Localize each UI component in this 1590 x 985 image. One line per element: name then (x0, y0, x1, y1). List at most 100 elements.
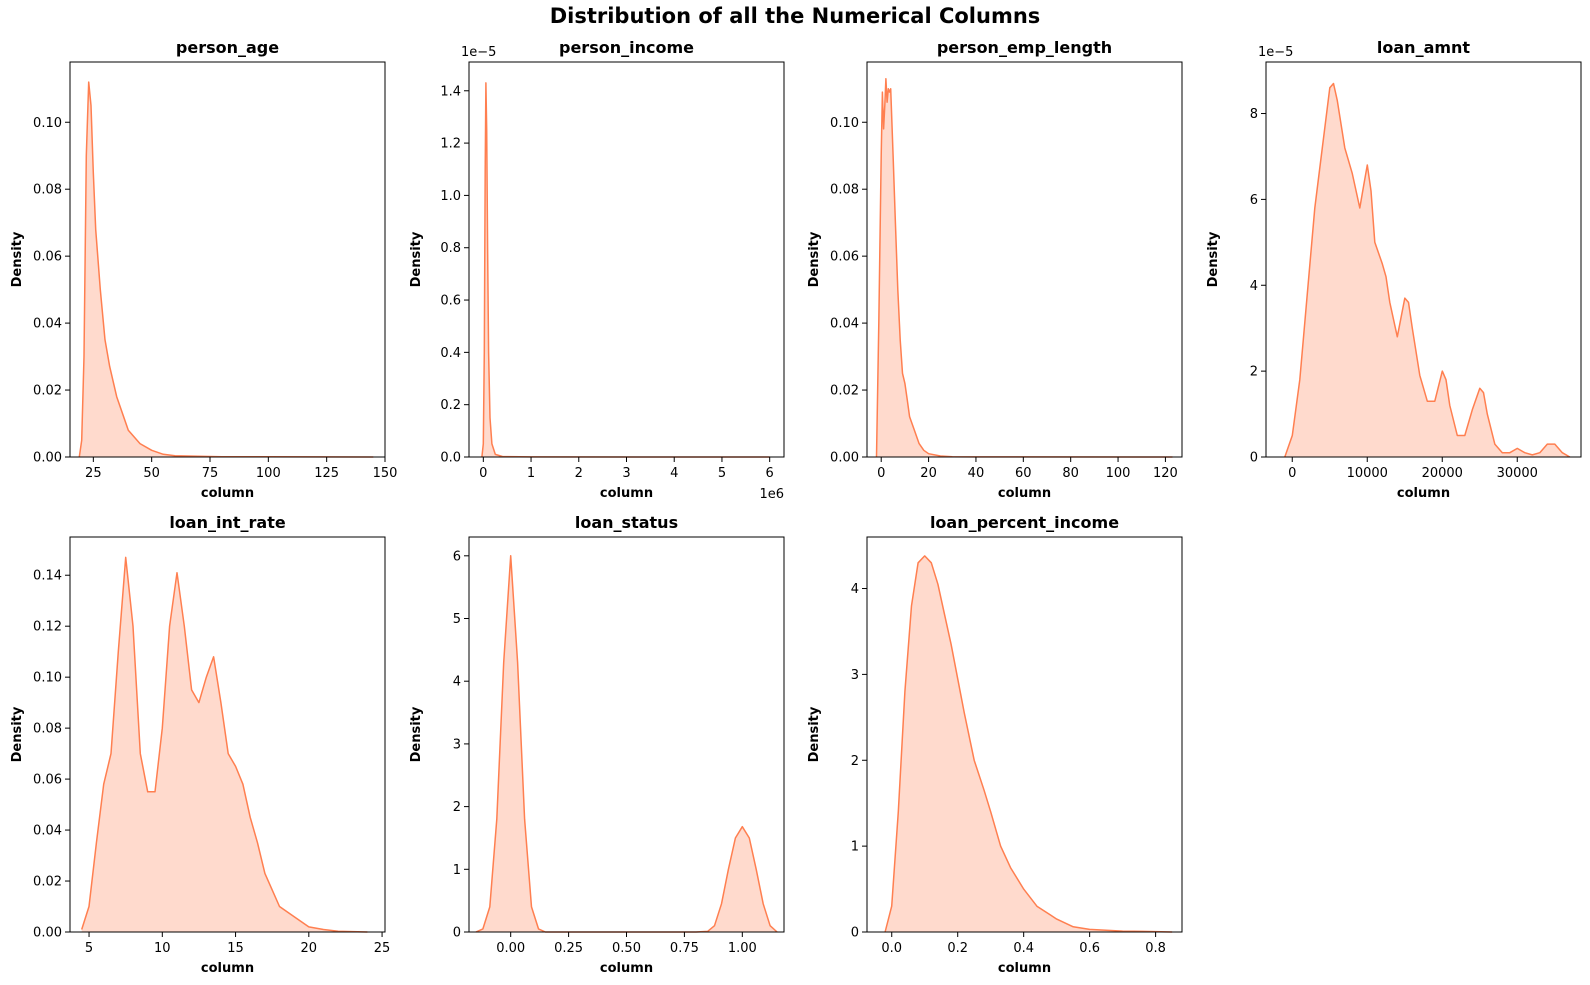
y-offset-label: 1e−5 (1258, 45, 1293, 60)
x-axis-label: column (998, 961, 1051, 976)
y-tick-label: 0.4 (440, 346, 461, 361)
x-tick-label: 0 (1288, 466, 1296, 481)
axes-frame (866, 536, 1183, 933)
chart-panel-loan_amnt: 0 10000 20000 30000 0 2 4 6 8 1e−5 loan_amntcolumn… (1206, 38, 1582, 501)
y-tick-label: 0.08 (33, 722, 62, 737)
x-axis-label: column (201, 961, 254, 976)
y-tick-label: 0.06 (33, 773, 62, 788)
x-tick-label: 25 (374, 941, 391, 956)
y-tick-label: 1.2 (440, 137, 461, 152)
chart-title: person_age (176, 38, 279, 57)
y-tick-label: 2 (851, 754, 859, 769)
y-axis-label: Density (10, 231, 25, 287)
y-tick-label: 4 (851, 582, 859, 597)
y-tick-label: 8 (1250, 107, 1258, 122)
y-tick-label: 1.4 (440, 84, 461, 99)
axes-frame (69, 536, 386, 933)
y-tick-label: 0 (1250, 451, 1258, 466)
x-tick-label: 4 (670, 466, 678, 481)
x-tick-label: 2 (575, 466, 583, 481)
figure-title: Distribution of all the Numerical Column… (549, 4, 1041, 28)
y-tick-label: 0.06 (33, 250, 62, 265)
x-tick-label: 10 (154, 941, 171, 956)
y-tick-label: 0.04 (33, 824, 62, 839)
y-tick-label: 0.12 (33, 620, 62, 635)
y-tick-label: 6 (453, 549, 461, 564)
density-line (78, 81, 374, 458)
x-tick-label: 100 (256, 466, 281, 481)
axes-frame (866, 61, 1183, 458)
x-axis-label: column (600, 486, 653, 501)
density-fill (1284, 83, 1570, 457)
y-tick-label: 0.10 (830, 116, 859, 131)
x-tick-label: 0.6 (1079, 941, 1100, 956)
y-tick-label: 3 (851, 668, 859, 683)
y-tick-label: 1 (453, 863, 461, 878)
x-tick-label: 75 (202, 466, 219, 481)
x-tick-label: 15 (227, 941, 244, 956)
chart-title: loan_int_rate (169, 513, 286, 532)
x-tick-label: 0.0 (881, 941, 902, 956)
x-tick-label: 50 (143, 466, 160, 481)
y-tick-label: 4 (1250, 279, 1258, 294)
x-tick-label: 3 (622, 466, 630, 481)
y-tick-label: 2 (453, 800, 461, 815)
chart-panel-person_emp_length: 0 20 40 60 80 100 120 0.00 0.02 0.04 0.06 0.08 0.10 p… (807, 38, 1183, 501)
chart-panel-loan_percent_income: 0.0 0.2 0.4 0.6 0.8 0 1 2 3 4 loan_percent_incomec… (807, 513, 1183, 976)
y-tick-label: 0.02 (33, 875, 62, 890)
density-line (80, 556, 368, 933)
axes-frame (1265, 61, 1582, 458)
y-tick-label: 0.14 (33, 569, 62, 584)
y-axis-label: Density (807, 706, 822, 762)
x-tick-label: 125 (314, 466, 339, 481)
chart-title: loan_status (575, 513, 678, 532)
x-tick-label: 60 (1015, 466, 1032, 481)
y-tick-label: 5 (453, 612, 461, 627)
axes-frame (69, 61, 386, 458)
x-tick-label: 0.4 (1013, 941, 1034, 956)
density-fill (475, 555, 778, 932)
x-tick-label: 30000 (1497, 466, 1538, 481)
x-axis-label: column (1397, 486, 1450, 501)
chart-title: loan_percent_income (930, 513, 1119, 532)
x-tick-label: 5 (85, 941, 93, 956)
density-fill (481, 82, 770, 458)
y-tick-label: 6 (1250, 193, 1258, 208)
x-tick-label: 0.8 (1145, 941, 1166, 956)
x-axis-label: column (201, 486, 254, 501)
x-tick-label: 6 (766, 466, 774, 481)
x-tick-label: 10000 (1347, 466, 1388, 481)
y-tick-label: 0.02 (33, 384, 62, 399)
y-tick-label: 0.08 (830, 183, 859, 198)
x-tick-label: 5 (718, 466, 726, 481)
x-tick-label: 25 (85, 466, 102, 481)
density-fill (885, 555, 1173, 932)
chart-panel-loan_status: 0.00 0.25 0.50 0.75 1.00 0 1 2 3 4 5 6 loan_statusco… (409, 513, 785, 976)
x-tick-label: 120 (1153, 466, 1178, 481)
x-tick-label: 150 (373, 466, 398, 481)
x-offset-label: 1e6 (759, 487, 784, 502)
chart-title: person_emp_length (937, 38, 1112, 57)
chart-panel-person_income: 0 1 2 3 4 5 6 0.0 0.2 0.4 0.6 0.8 1.0 1.2 1.4 1e−5 1e6 pe… (409, 38, 785, 502)
chart-panel-loan_int_rate: 5 10 15 20 25 0.00 0.02 0.04 0.06 0.08 0.10 0.12 0.1… (10, 513, 390, 976)
axes-frame (468, 61, 785, 458)
chart-panel-person_age: 25 50 75 100 125 150 0.00 0.02 0.04 0.06 0.08 0.10 p… (10, 38, 397, 501)
y-tick-label: 0.0 (440, 451, 461, 466)
y-tick-label: 0.08 (33, 183, 62, 198)
y-tick-label: 0.2 (440, 398, 461, 413)
y-tick-label: 0.00 (33, 926, 62, 941)
x-tick-label: 100 (1106, 466, 1131, 481)
x-tick-label: 20 (301, 941, 318, 956)
y-tick-label: 0.10 (33, 671, 62, 686)
y-tick-label: 0.02 (830, 384, 859, 399)
y-tick-label: 0.8 (440, 241, 461, 256)
x-tick-label: 0 (877, 466, 885, 481)
chart-title: person_income (559, 38, 694, 57)
chart-title: loan_amnt (1377, 38, 1471, 57)
y-axis-label: Density (1206, 231, 1221, 287)
y-offset-label: 1e−5 (461, 45, 496, 60)
y-tick-label: 0 (453, 926, 461, 941)
y-axis-label: Density (409, 706, 424, 762)
y-tick-label: 0.6 (440, 294, 461, 309)
